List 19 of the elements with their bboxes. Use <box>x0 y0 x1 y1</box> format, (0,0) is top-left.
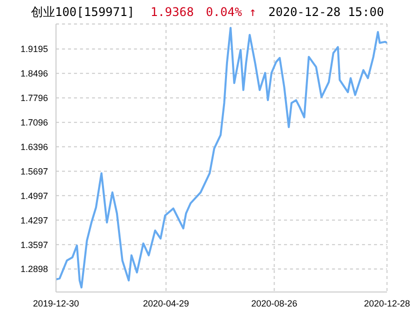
x-tick-label: 2020-08-26 <box>251 298 298 308</box>
y-tick-label: 1.4997 <box>20 190 48 201</box>
y-tick-label: 1.2898 <box>20 264 48 274</box>
chart-title: 创业100[159971] <box>30 5 134 19</box>
y-tick-label: 1.7096 <box>20 118 48 128</box>
x-tick-label: 2019-12-30 <box>32 298 80 308</box>
y-tick-label: 1.5697 <box>20 166 48 176</box>
x-tick-label: 2020-04-29 <box>143 298 190 308</box>
y-tick-label: 1.4297 <box>20 215 48 226</box>
text: 2020-12-28 15:00 <box>268 5 384 19</box>
line-series <box>56 26 387 288</box>
text: 1.9368 <box>150 5 194 19</box>
y-tick-label: 1.8496 <box>20 68 48 79</box>
y-tick-label: 1.7796 <box>20 93 48 104</box>
y-tick-label: 1.6396 <box>20 142 48 152</box>
y-tick-label: 1.3597 <box>20 240 48 250</box>
text: 0.04% ↑ <box>206 5 256 19</box>
y-tick-label: 1.9195 <box>20 44 48 54</box>
x-tick-label: 2020-12-28 <box>364 298 410 308</box>
